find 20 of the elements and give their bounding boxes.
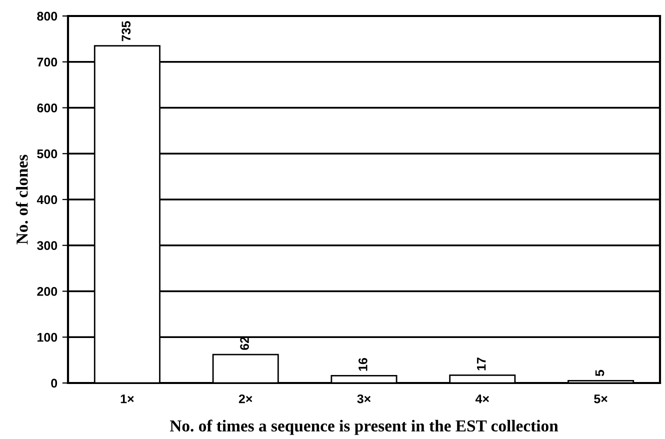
y-tick-label: 300 xyxy=(37,241,58,250)
x-tick-label: 5× xyxy=(594,394,608,404)
x-axis-title: No. of times a sequence is present in the EST collection xyxy=(170,420,558,435)
x-tick-label: 2× xyxy=(238,394,252,404)
data-label: 16 xyxy=(358,358,368,371)
y-axis-title: No. of clones xyxy=(16,154,28,244)
y-tick-label: 700 xyxy=(37,58,58,67)
y-tick-label: 400 xyxy=(36,195,58,204)
data-label: 17 xyxy=(477,358,486,370)
y-tick-label: 200 xyxy=(37,287,58,296)
y-tick-label: 0 xyxy=(51,378,58,388)
x-tick-label: 1× xyxy=(120,394,134,404)
y-tick-label: 100 xyxy=(38,332,58,342)
x-tick-label: 3× xyxy=(357,394,371,404)
data-label: 5 xyxy=(595,370,604,376)
y-tick-label: 600 xyxy=(37,104,58,112)
y-tick-label: 800 xyxy=(37,12,58,21)
y-tick-label: 500 xyxy=(37,149,58,158)
data-label: 735 xyxy=(122,21,131,42)
x-tick-label: 4× xyxy=(475,394,489,404)
